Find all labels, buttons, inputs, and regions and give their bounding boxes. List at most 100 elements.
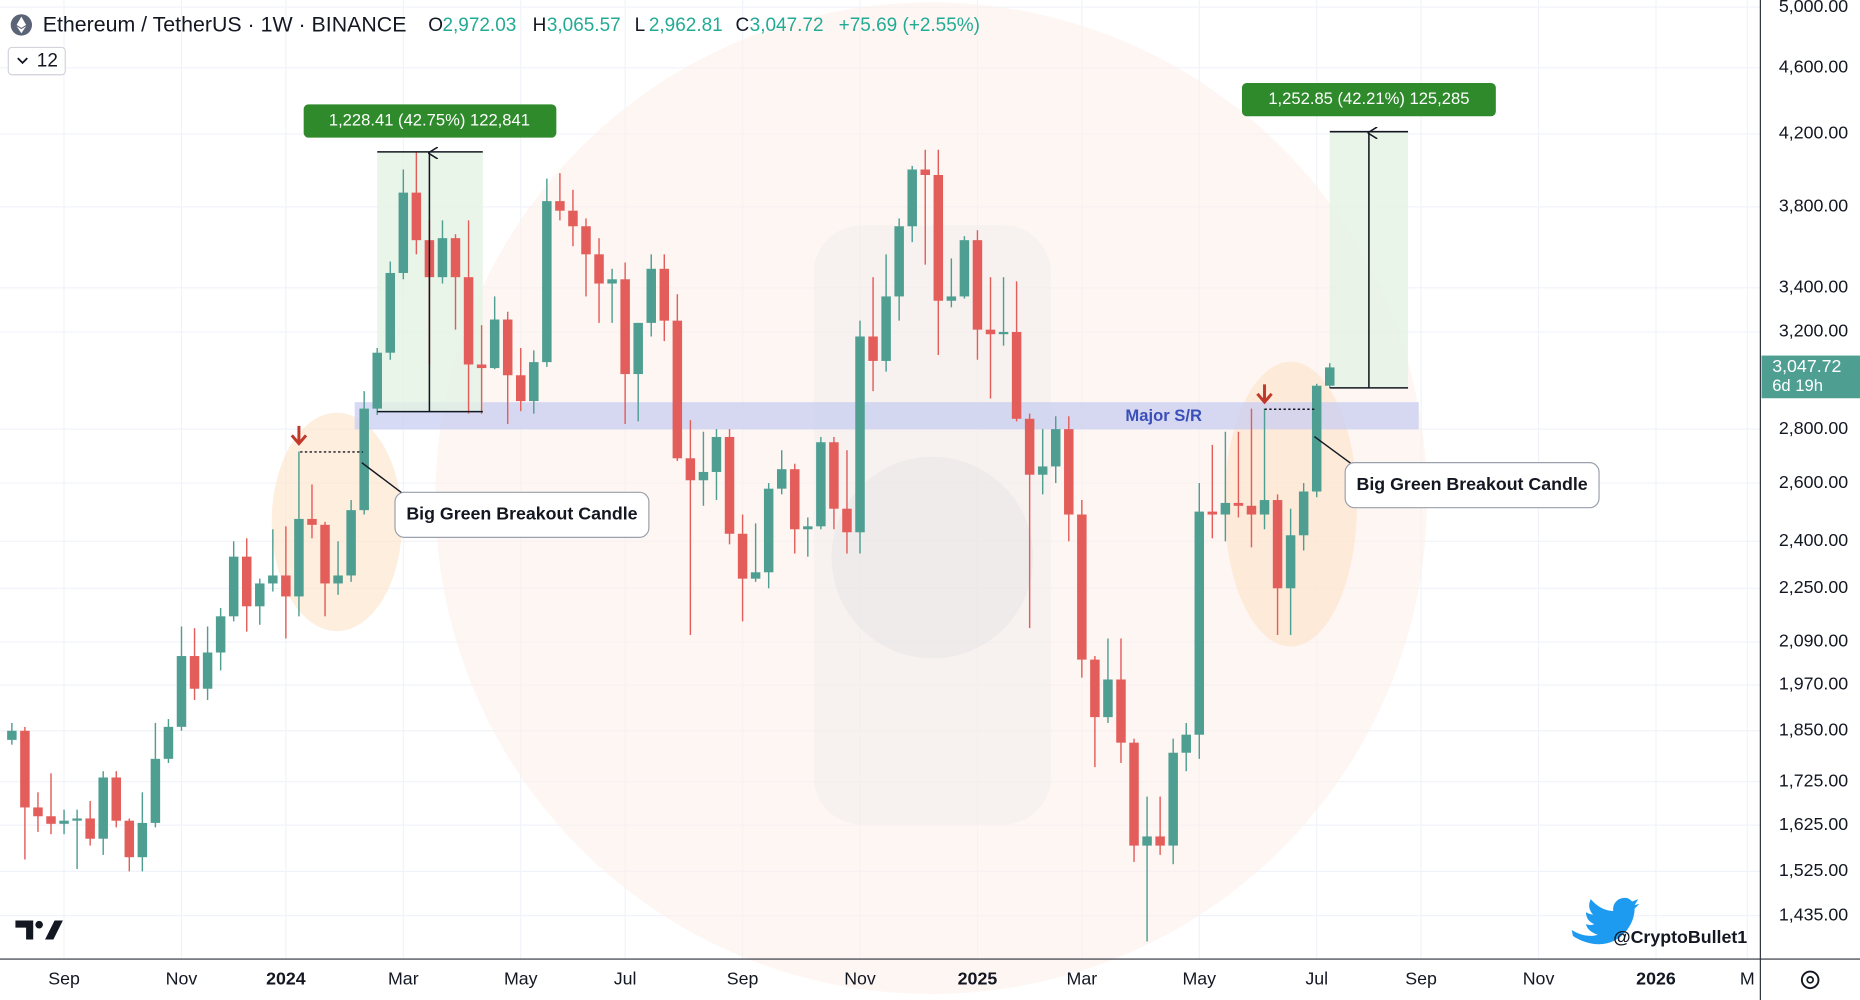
callout-text: Big Green Breakout Candle <box>1356 474 1587 494</box>
candle-body <box>985 329 996 335</box>
down-arrow <box>290 425 308 446</box>
x-tick-label: Nov <box>844 969 876 989</box>
y-tick-label: 3,200.00 <box>1779 321 1848 341</box>
y-tick-label: 4,200.00 <box>1779 123 1848 143</box>
y-tick-label: 4,600.00 <box>1779 56 1848 76</box>
candle-body <box>1037 466 1048 475</box>
candle-body <box>881 296 891 361</box>
candle-body <box>829 442 839 509</box>
countdown: 6d 19h <box>1772 376 1823 395</box>
candle-body <box>450 238 461 278</box>
chart-title: Ethereum / TetherUS · 1W · BINANCE <box>43 13 407 37</box>
sr-band <box>354 402 1419 430</box>
candle-body <box>137 822 148 858</box>
candle-body <box>698 471 709 481</box>
candle-body <box>1142 836 1152 846</box>
candle-body <box>516 375 526 402</box>
candle-body <box>542 201 552 363</box>
candle-body <box>502 319 513 376</box>
legend-label: H <box>533 15 547 36</box>
candle-body <box>972 240 983 330</box>
candle-body <box>959 240 970 297</box>
candle-body <box>1168 752 1178 846</box>
legend-label: O <box>428 15 443 36</box>
measure-label-box <box>1241 83 1496 117</box>
candle-body <box>294 518 304 597</box>
x-tick-label: Sep <box>1405 969 1437 989</box>
candle-body <box>268 575 278 584</box>
candle-body <box>568 210 578 227</box>
candle-body <box>189 656 200 689</box>
indicator-toggle[interactable] <box>7 46 66 76</box>
candle-body <box>20 730 30 808</box>
candle-body <box>711 436 722 472</box>
candle-body <box>1325 367 1335 386</box>
candle-body <box>803 526 813 530</box>
y-tick-label: 1,725.00 <box>1779 770 1848 790</box>
legend-value: 3,047.72 <box>750 15 824 36</box>
y-tick-label: 1,525.00 <box>1779 860 1848 880</box>
candle-body <box>1155 836 1165 846</box>
candle-body <box>320 524 330 584</box>
legend-change: +75.69 (+2.55%) <box>839 15 980 36</box>
candle-body <box>1220 502 1231 515</box>
candle-body <box>72 818 82 821</box>
candle-body <box>763 488 774 573</box>
watermark-circle <box>435 2 1428 995</box>
candle-body <box>385 272 396 353</box>
candle-body <box>98 777 108 839</box>
candle-body <box>372 352 382 409</box>
candle-body <box>1050 429 1061 467</box>
x-tick-label: 2026 <box>1636 969 1676 989</box>
x-tick-label: Sep <box>48 969 80 989</box>
y-tick-label: 2,600.00 <box>1779 472 1848 492</box>
legend-label: C <box>735 15 749 36</box>
candle-body <box>176 656 187 727</box>
candle-body <box>933 174 944 301</box>
x-tick-label: Mar <box>1067 969 1098 989</box>
candle-body <box>855 336 865 533</box>
candle-body <box>1077 514 1087 660</box>
candle-body <box>437 238 448 278</box>
callout-box <box>394 491 650 538</box>
candle-body <box>1090 659 1100 718</box>
candle-body <box>463 277 474 365</box>
candle-body <box>776 469 787 489</box>
x-tick-label: Nov <box>166 969 198 989</box>
candle-body <box>46 816 56 824</box>
y-tick-label: 2,800.00 <box>1779 418 1848 438</box>
callout-pointer <box>1313 435 1356 467</box>
x-tick-label: Nov <box>1523 969 1555 989</box>
candle-body <box>816 442 826 527</box>
y-tick-label: 1,435.00 <box>1779 904 1848 924</box>
candle-body <box>1285 535 1296 589</box>
candle-body <box>907 169 917 227</box>
settings-icon[interactable] <box>1800 970 1820 990</box>
candle-body <box>281 575 291 597</box>
x-tick-label: Jul <box>614 969 637 989</box>
candle-body <box>411 192 422 241</box>
last-price-box <box>1761 355 1860 399</box>
measure-label-box <box>303 104 557 138</box>
candle-body <box>1024 418 1035 475</box>
candle-body <box>1207 511 1218 515</box>
sr-label: Major S/R <box>1125 406 1202 425</box>
candle-body <box>476 364 487 369</box>
y-tick-label: 1,625.00 <box>1779 814 1848 834</box>
candle-body <box>750 572 761 579</box>
candle-body <box>85 818 95 839</box>
candle-body <box>7 730 17 740</box>
candle-body <box>920 169 930 175</box>
y-tick-label: 1,970.00 <box>1779 674 1848 694</box>
x-tick-label: Sep <box>727 969 759 989</box>
legend-value: 3,065.57 <box>547 15 621 36</box>
measure-label: 1,252.85 (42.21%) 125,285 <box>1268 89 1469 108</box>
y-tick-label: 2,090.00 <box>1779 631 1848 651</box>
x-tick-label: Jul <box>1305 969 1328 989</box>
x-tick-label: 2024 <box>266 969 306 989</box>
candle-body <box>215 616 226 653</box>
highlight-ellipse <box>1224 361 1358 647</box>
candle-body <box>1011 331 1022 419</box>
candle-body <box>894 226 904 297</box>
